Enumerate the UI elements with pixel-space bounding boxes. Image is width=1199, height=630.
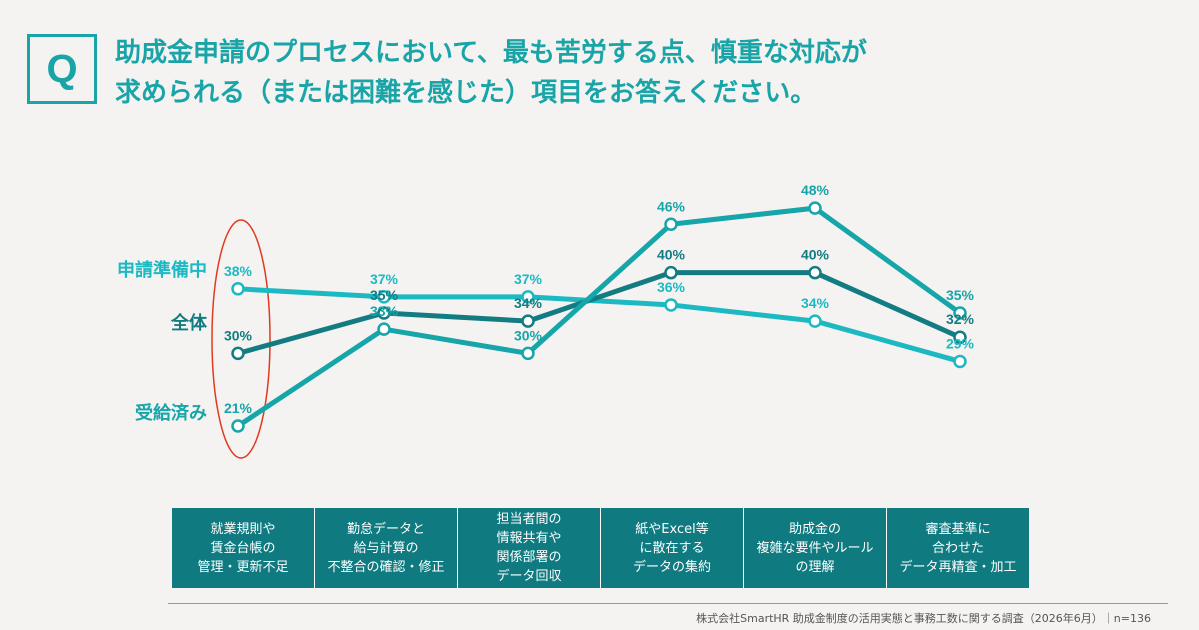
category-label-4: 助成金の 複雑な要件やルール の理解: [744, 508, 887, 588]
question-line-2: 求められる（または困難を感じた）項目をお答えください。: [115, 78, 817, 108]
series-2-point-4: [808, 201, 822, 215]
category-label-0: 就業規則や 賃金台帳の 管理・更新不足: [172, 508, 315, 588]
series-2-point-0: [231, 419, 245, 433]
series-2-label-1: 33%: [370, 303, 399, 319]
series-2-label-0: 21%: [224, 400, 253, 416]
series-1-point-2: [521, 314, 535, 328]
source-note: 株式会社SmartHR 助成金制度の活用実態と事務工数に関する調査（2026年6…: [696, 612, 1151, 625]
series-0-point-1: [377, 290, 391, 304]
series-2-label-5: 35%: [946, 287, 975, 303]
category-label-1: 勤怠データと 給与計算の 不整合の確認・修正: [315, 508, 458, 588]
category-label-5: 審査基準に 合わせた データ再精査・加工: [899, 521, 1017, 575]
series-1-point-4: [808, 265, 822, 280]
series-name-1: 全体: [170, 312, 208, 334]
series-1-label-1: 35%: [370, 287, 399, 303]
series-1-label-2: 34%: [514, 295, 543, 311]
series-0-label-5: 29%: [946, 335, 975, 351]
series-name-0: 申請準備中: [117, 259, 207, 281]
series-0-point-3: [664, 298, 678, 312]
series-0-label-4: 34%: [801, 295, 830, 311]
series-0-point-0: [231, 282, 245, 296]
series-line-0: [235, 286, 963, 364]
series-1-label-0: 30%: [224, 327, 253, 343]
question-mark-badge: Q: [27, 34, 97, 104]
line-chart: 38% 37% 37% 36% 34% 29% 30% 35% 34% 40% 40% 32% 21% 3…: [117, 182, 975, 459]
series-1-label-4: 40%: [801, 247, 830, 263]
series-line-2: [235, 205, 963, 429]
series-0-label-1: 37%: [370, 271, 399, 287]
footer-divider: [168, 603, 1168, 604]
series-2-label-4: 48%: [801, 182, 830, 198]
series-1-point-1: [377, 306, 391, 320]
series-0-point-5: [953, 354, 967, 369]
series-1-label-5: 32%: [946, 311, 975, 327]
series-0-label-0: 38%: [224, 263, 253, 279]
series-2-point-5: [953, 306, 967, 320]
question-text: 助成金申請のプロセスにおいて、最も苦労する点、慎重な対応が 求められる（または困…: [115, 33, 975, 113]
category-row: 就業規則や 賃金台帳の 管理・更新不足 勤怠データと 給与計算の 不整合の確認・…: [172, 508, 1029, 588]
series-0-label-3: 36%: [657, 279, 686, 295]
series-2-point-2: [521, 346, 535, 361]
series-1-point-3: [664, 265, 678, 280]
series-name-2: 受給済み: [135, 402, 207, 424]
highlight-ellipse: [211, 219, 271, 459]
series-2-label-3: 46%: [657, 198, 686, 214]
category-label-2: 担当者間の 情報共有や 関係部署の データ回収: [458, 508, 601, 588]
series-0-point-4: [808, 314, 822, 328]
series-1-point-5: [953, 330, 967, 344]
series-2-point-3: [664, 217, 678, 231]
series-1-point-0: [231, 346, 245, 361]
series-1-label-3: 40%: [657, 247, 686, 263]
series-0-label-2: 37%: [514, 271, 543, 287]
series-0-point-2: [521, 290, 535, 304]
question-line-1: 助成金申請のプロセスにおいて、最も苦労する点、慎重な対応が: [115, 38, 867, 68]
series-2-label-2: 30%: [514, 327, 543, 343]
category-label-3: 紙やExcel等 に散在する データの集約: [601, 508, 744, 588]
series-2-point-1: [377, 322, 391, 336]
series-line-1: [235, 270, 963, 356]
